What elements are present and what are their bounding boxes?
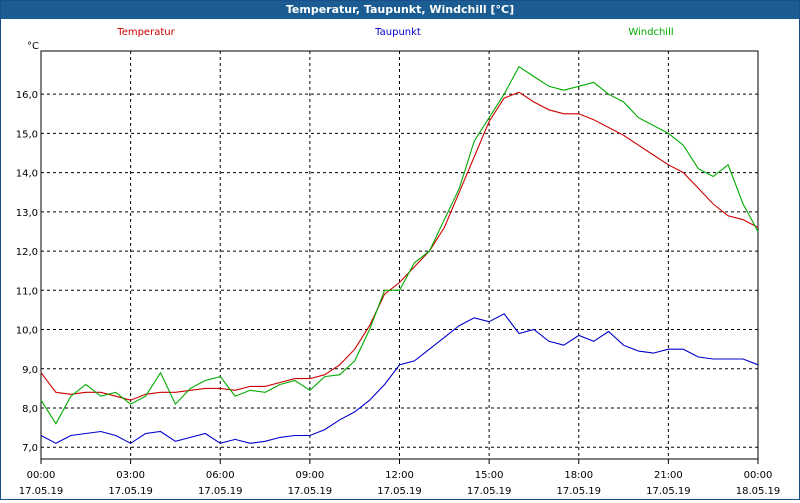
x-tick-label-date: 17.05.19 (646, 486, 691, 497)
x-tick-label-time: 18:00 (564, 470, 593, 481)
plot-area: 7,0 8,0 9,0 10,0 11,0 12,0 13,0 14,0 15,0 16,0 °C 0… (1, 19, 799, 499)
x-tick-label-date: 17.05.19 (288, 486, 333, 497)
y-tick-label: 8,0 (22, 404, 38, 415)
x-tick-label-date: 18.05.19 (736, 486, 781, 497)
y-tick-label: 10,0 (16, 326, 38, 337)
y-tick-label: 14,0 (16, 169, 38, 180)
x-tick-label-date: 17.05.19 (198, 486, 243, 497)
series-line-windchill (40, 65, 759, 425)
series-line-taupunkt (40, 313, 759, 444)
y-tick-label: 16,0 (16, 90, 38, 101)
x-tick-label-date: 17.05.19 (467, 486, 512, 497)
x-tick-label-time: 00:00 (744, 470, 773, 481)
x-tick-label-time: 09:00 (295, 470, 324, 481)
y-tick-label: 15,0 (16, 129, 38, 140)
x-tick-label-date: 17.05.19 (377, 486, 422, 497)
y-tick-label: 9,0 (22, 365, 38, 376)
x-tick-label-time: 03:00 (116, 470, 145, 481)
y-tick-label: 13,0 (16, 208, 38, 219)
x-tick-label-time: 06:00 (206, 470, 235, 481)
series-line-temperatur (40, 91, 759, 401)
legend-entry-taupunkt: Taupunkt (374, 27, 421, 38)
y-tick-label: 12,0 (16, 247, 38, 258)
x-tick-label-date: 17.05.19 (19, 486, 64, 497)
x-tick-label-time: 00:00 (27, 470, 56, 481)
x-tick-label-date: 17.05.19 (556, 486, 601, 497)
x-tick-label-time: 15:00 (475, 470, 504, 481)
x-tick-label-time: 12:00 (385, 470, 414, 481)
x-tick-label-date: 17.05.19 (108, 486, 153, 497)
line-chart: 7,0 8,0 9,0 10,0 11,0 12,0 13,0 14,0 15,0 16,0 °C 0… (16, 27, 781, 497)
y-tick-label: 11,0 (16, 286, 38, 297)
y-tick-label: 7,0 (22, 443, 38, 454)
x-tick-label-time: 21:00 (654, 470, 683, 481)
legend-entry-windchill: Windchill (628, 27, 673, 38)
window-title: Temperatur, Taupunkt, Windchill [°C] (1, 1, 799, 19)
legend-entry-temperatur: Temperatur (116, 27, 175, 38)
y-axis-label: °C (27, 41, 39, 52)
